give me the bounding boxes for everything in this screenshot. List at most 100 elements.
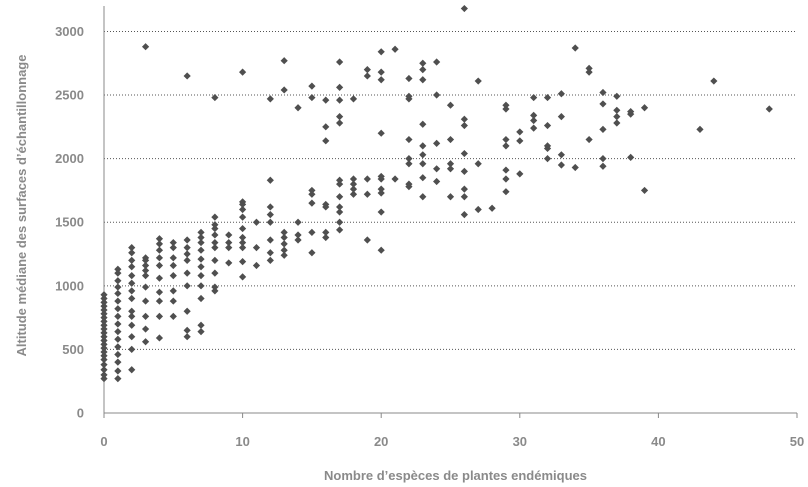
data-point xyxy=(100,298,108,306)
data-point xyxy=(322,233,330,242)
data-point xyxy=(336,193,344,201)
data-point xyxy=(502,101,510,109)
data-point xyxy=(114,289,122,298)
data-point xyxy=(627,107,635,116)
data-points xyxy=(100,4,773,383)
data-point xyxy=(377,68,385,76)
data-point xyxy=(141,43,150,51)
data-point xyxy=(155,261,164,270)
data-point xyxy=(446,135,455,144)
data-point xyxy=(557,161,565,169)
data-point xyxy=(322,96,330,104)
data-point xyxy=(155,297,164,305)
data-point xyxy=(128,272,136,280)
data-point xyxy=(530,93,538,102)
data-point xyxy=(446,165,455,173)
data-point xyxy=(114,269,122,277)
data-point xyxy=(183,269,191,277)
data-point xyxy=(419,193,427,201)
data-point xyxy=(585,68,593,76)
data-point xyxy=(599,88,607,97)
data-point xyxy=(114,335,122,343)
data-point xyxy=(419,174,427,182)
data-point xyxy=(308,249,316,257)
data-point xyxy=(502,105,510,113)
data-point xyxy=(197,282,205,290)
data-point xyxy=(239,258,247,266)
data-point xyxy=(474,160,482,168)
data-point xyxy=(100,366,108,374)
data-point xyxy=(460,185,468,193)
data-point xyxy=(114,297,122,305)
data-point xyxy=(419,120,427,128)
data-point xyxy=(377,48,385,56)
data-point xyxy=(114,320,122,328)
data-point xyxy=(128,345,136,354)
data-point xyxy=(336,113,344,121)
data-point xyxy=(141,261,150,270)
data-point xyxy=(363,236,371,244)
data-point xyxy=(502,188,510,196)
data-point xyxy=(114,312,122,320)
data-point xyxy=(280,57,288,65)
data-point xyxy=(128,333,136,341)
data-point xyxy=(100,348,108,356)
data-point xyxy=(336,96,344,104)
data-point xyxy=(433,165,441,173)
data-point xyxy=(128,279,136,287)
data-point xyxy=(225,231,233,239)
data-point xyxy=(141,254,150,262)
data-point xyxy=(128,287,136,295)
data-point xyxy=(405,74,413,83)
data-point xyxy=(266,176,274,184)
data-point xyxy=(446,101,455,109)
data-point xyxy=(128,294,136,303)
data-point xyxy=(197,255,205,263)
data-point xyxy=(225,244,233,252)
data-point xyxy=(211,283,219,291)
data-point xyxy=(308,82,316,90)
data-point xyxy=(100,325,108,333)
data-point xyxy=(322,137,330,145)
data-point xyxy=(405,180,413,188)
data-point xyxy=(530,116,538,125)
y-tick-label: 500 xyxy=(62,342,84,357)
data-point xyxy=(765,105,773,113)
data-point xyxy=(280,86,288,94)
data-point xyxy=(114,305,122,313)
data-point xyxy=(169,297,177,305)
x-axis-title: Nombre d’espèces de plantes endémiques xyxy=(324,468,587,483)
data-point xyxy=(100,361,108,369)
y-tick-label: 2500 xyxy=(55,88,84,103)
data-point xyxy=(266,236,274,244)
data-point xyxy=(696,125,704,133)
data-point xyxy=(183,244,191,252)
data-point xyxy=(100,314,108,322)
data-point xyxy=(308,93,316,102)
data-point xyxy=(419,142,427,150)
x-tick-label: 0 xyxy=(100,434,107,449)
data-point xyxy=(557,90,565,98)
data-point xyxy=(252,218,261,226)
data-point xyxy=(308,228,316,236)
data-point xyxy=(543,142,552,150)
y-tick-label: 1500 xyxy=(55,215,84,230)
data-point xyxy=(543,121,552,130)
data-point xyxy=(308,186,316,195)
x-tick-label: 20 xyxy=(374,434,388,449)
data-point xyxy=(211,221,219,229)
data-point xyxy=(114,350,122,359)
data-point xyxy=(502,166,510,174)
data-point xyxy=(155,254,164,262)
data-point xyxy=(613,113,621,121)
data-point xyxy=(377,208,385,216)
data-point xyxy=(197,228,205,236)
data-point xyxy=(100,306,108,314)
data-point xyxy=(183,72,191,80)
data-point xyxy=(266,203,274,211)
data-point xyxy=(155,235,164,243)
data-point xyxy=(336,226,344,234)
data-point xyxy=(266,210,274,219)
data-point xyxy=(155,288,164,296)
